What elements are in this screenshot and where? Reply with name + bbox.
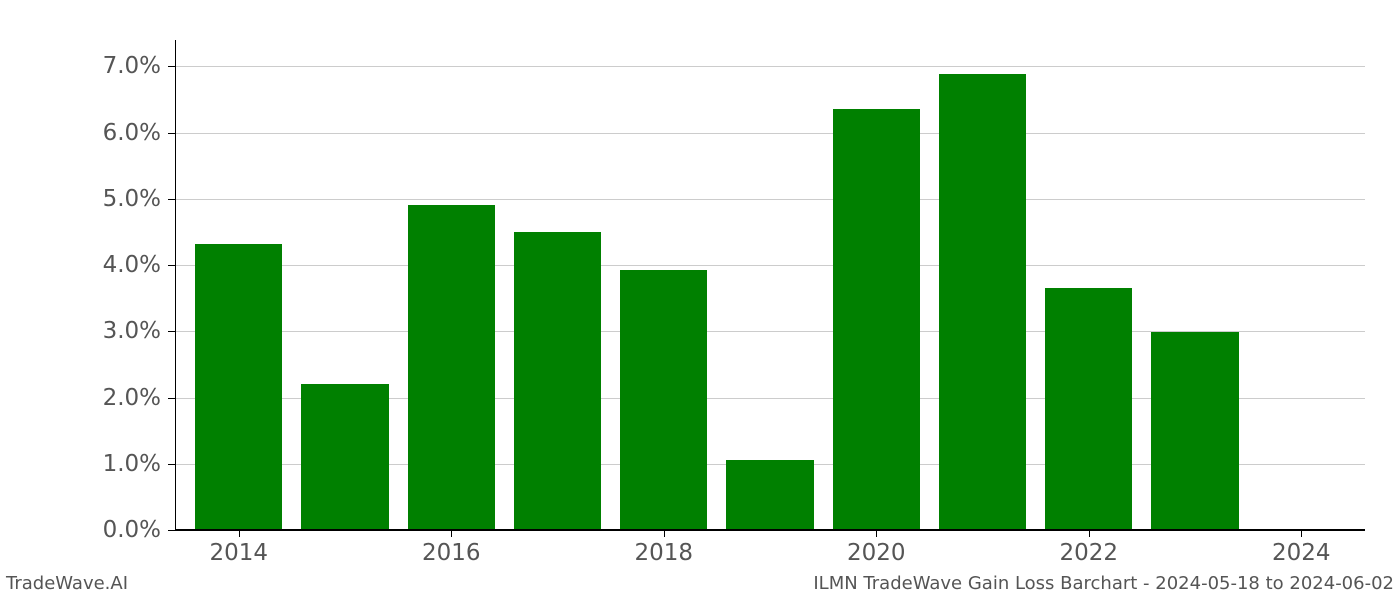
ytick: [168, 66, 175, 67]
xtick: [239, 530, 240, 537]
bar: [833, 109, 920, 530]
xtick: [1089, 530, 1090, 537]
bar: [726, 460, 813, 530]
xtick: [876, 530, 877, 537]
xtick-label: 2024: [1272, 540, 1331, 566]
bar: [939, 74, 1026, 530]
ytick-label: 0.0%: [71, 517, 161, 543]
ytick: [168, 464, 175, 465]
ytick-label: 1.0%: [71, 451, 161, 477]
watermark-label: TradeWave.AI: [6, 573, 128, 594]
ytick: [168, 331, 175, 332]
plot-area: 0.0%1.0%2.0%3.0%4.0%5.0%6.0%7.0%20142016…: [175, 40, 1365, 530]
ytick-label: 2.0%: [71, 385, 161, 411]
xtick: [1301, 530, 1302, 537]
xtick-label: 2014: [209, 540, 268, 566]
bar: [1045, 288, 1132, 530]
bar: [301, 384, 388, 530]
gridline: [175, 133, 1365, 134]
gridline: [175, 265, 1365, 266]
xtick-label: 2018: [634, 540, 693, 566]
bar: [1151, 332, 1238, 530]
ytick: [168, 265, 175, 266]
xtick: [451, 530, 452, 537]
gain-loss-barchart: 0.0% 1.0% 2.0% 3.0% 4.0% 5.0% 6.0% 7.0% 2014 2016…: [0, 0, 1400, 600]
gridline: [175, 66, 1365, 67]
xtick: [664, 530, 665, 537]
bar: [514, 232, 601, 530]
ytick-label: 4.0%: [71, 252, 161, 278]
y-axis: [175, 40, 176, 530]
chart-caption: ILMN TradeWave Gain Loss Barchart - 2024…: [813, 573, 1394, 594]
bar: [620, 270, 707, 530]
xtick-label: 2022: [1059, 540, 1118, 566]
ytick: [168, 530, 175, 531]
ytick-label: 5.0%: [71, 186, 161, 212]
xtick-label: 2016: [422, 540, 481, 566]
xtick-label: 2020: [847, 540, 906, 566]
ytick: [168, 133, 175, 134]
gridline: [175, 199, 1365, 200]
bar: [408, 205, 495, 530]
ytick: [168, 398, 175, 399]
ytick-label: 3.0%: [71, 318, 161, 344]
ytick-label: 6.0%: [71, 120, 161, 146]
bar: [195, 244, 282, 530]
x-axis: [175, 529, 1365, 530]
ytick: [168, 199, 175, 200]
ytick-label: 7.0%: [71, 53, 161, 79]
